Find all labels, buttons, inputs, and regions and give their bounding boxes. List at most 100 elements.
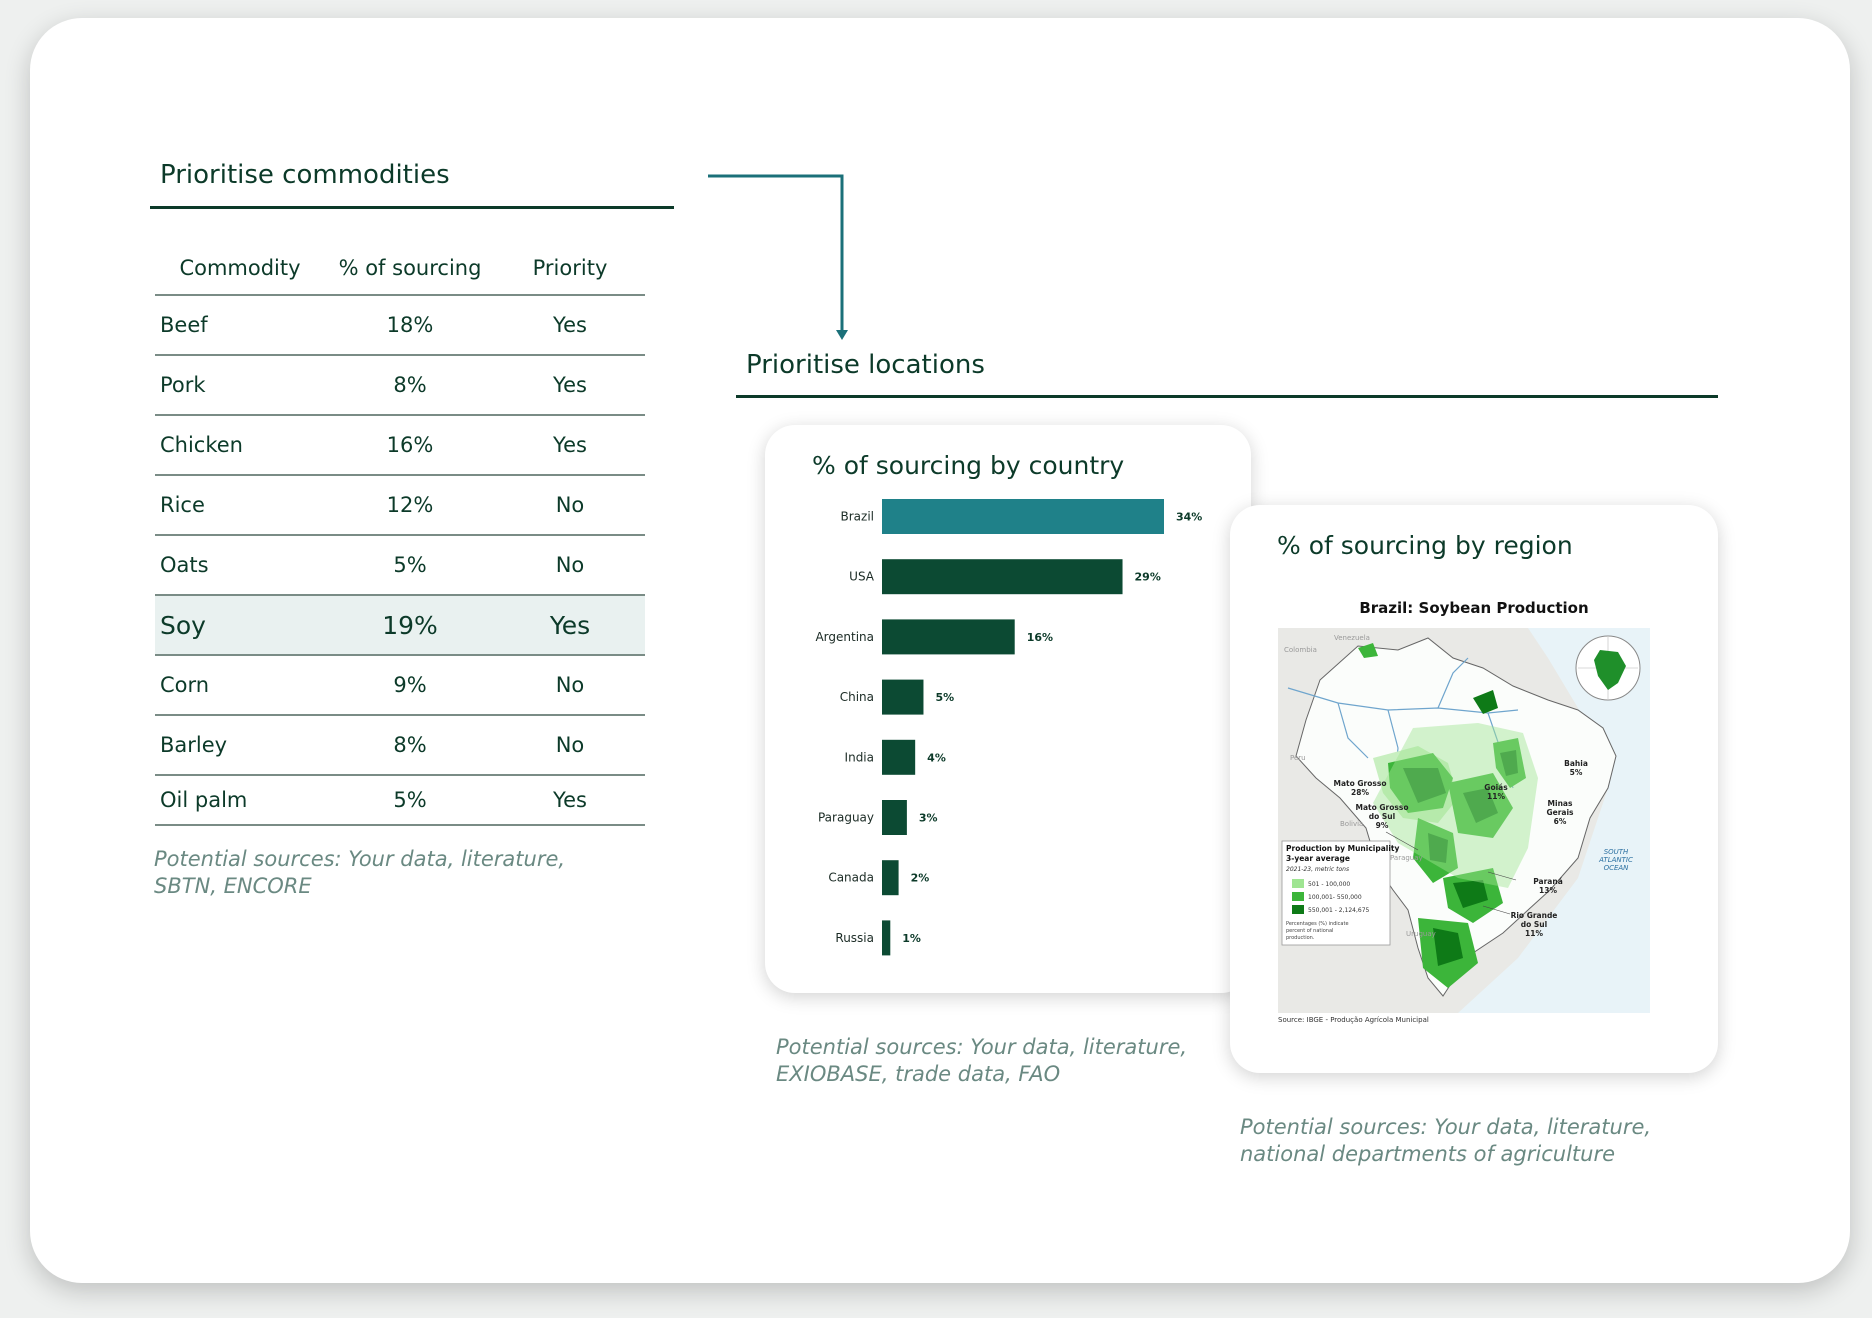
value-label-russia: 1%	[902, 932, 921, 945]
priority-cell: Yes	[495, 775, 645, 826]
commodity-cell: Oats	[155, 535, 325, 596]
svg-text:OCEAN: OCEAN	[1604, 864, 1630, 872]
category-label-argentina: Argentina	[815, 630, 874, 644]
table-row: Beef 18% Yes	[155, 295, 645, 356]
map-title: Brazil: Soybean Production	[1359, 599, 1589, 617]
label-venezuela: Venezuela	[1334, 634, 1370, 642]
value-label-brazil: 34%	[1176, 511, 1202, 524]
header-pct: % of sourcing	[325, 242, 495, 296]
svg-text:5%: 5%	[1570, 768, 1583, 777]
svg-text:ATLANTIC: ATLANTIC	[1598, 856, 1633, 864]
table-row: Oats 5% No	[155, 535, 645, 596]
table-row: Rice 12% No	[155, 475, 645, 536]
category-label-brazil: Brazil	[841, 510, 875, 524]
bar-india	[882, 739, 916, 775]
map-source: Source: IBGE - Produção Agrícola Municip…	[1278, 1016, 1429, 1024]
region-panel: % of sourcing by region Brazil: Soybean …	[1230, 505, 1718, 1073]
svg-text:100,001- 550,000: 100,001- 550,000	[1308, 894, 1362, 901]
pct-cell: 18%	[325, 295, 495, 356]
value-label-argentina: 16%	[1027, 631, 1053, 644]
bar-canada	[882, 860, 899, 896]
label-uruguay: Uruguay	[1406, 930, 1436, 938]
bar-usa	[882, 559, 1123, 595]
svg-text:3-year average: 3-year average	[1286, 854, 1350, 863]
commodities-sources: Potential sources: Your data, literature…	[154, 847, 566, 898]
commodities-title-rule	[150, 206, 674, 209]
svg-text:9%: 9%	[1376, 821, 1389, 830]
country-bar-chart: Brazil 34% USA 29% Argentina 16% China 5% India 4…	[815, 499, 1202, 956]
svg-text:11%: 11%	[1487, 792, 1505, 801]
pct-cell: 16%	[325, 415, 495, 476]
table-row: Chicken 16% Yes	[155, 415, 645, 476]
bar-argentina	[882, 619, 1015, 655]
commodities-table: Commodity % of sourcing Priority Beef 18%…	[155, 242, 645, 826]
svg-text:Gerais: Gerais	[1546, 808, 1574, 817]
label-paraguay: Paraguay	[1390, 854, 1423, 862]
svg-text:percent of national: percent of national	[1286, 928, 1333, 934]
value-label-usa: 29%	[1135, 571, 1161, 584]
pct-cell: 5%	[325, 535, 495, 596]
table-row: Soy 19% Yes	[155, 595, 645, 656]
svg-text:501 - 100,000: 501 - 100,000	[1308, 881, 1350, 888]
table-row: Corn 9% No	[155, 655, 645, 716]
pct-cell: 12%	[325, 475, 495, 536]
svg-text:Rio Grande: Rio Grande	[1511, 911, 1558, 920]
svg-text:production.: production.	[1286, 935, 1315, 941]
svg-text:550,001 - 2,124,675: 550,001 - 2,124,675	[1308, 907, 1370, 914]
value-label-china: 5%	[935, 691, 954, 704]
svg-text:Paraná: Paraná	[1533, 877, 1563, 886]
globe-inset	[1575, 635, 1641, 701]
svg-text:Goiás: Goiás	[1484, 783, 1508, 792]
category-label-china: China	[840, 690, 874, 704]
ocean-area	[1458, 628, 1650, 1013]
locations-title: Prioritise locations	[746, 350, 985, 380]
value-label-canada: 2%	[911, 872, 930, 885]
priority-cell: No	[495, 655, 645, 716]
region-sources: Potential sources: Your data, literature…	[1240, 1115, 1652, 1166]
pct-cell: 19%	[325, 595, 495, 656]
commodity-cell: Oil palm	[155, 775, 325, 826]
commodity-cell: Beef	[155, 295, 325, 356]
ocean-label: SOUTH ATLANTIC OCEAN	[1598, 848, 1633, 872]
svg-text:Mato Grosso: Mato Grosso	[1334, 779, 1387, 788]
table-row: Pork 8% Yes	[155, 355, 645, 416]
svg-text:Bahia: Bahia	[1564, 759, 1588, 768]
value-label-paraguay: 3%	[919, 812, 938, 825]
commodities-table-body: Beef 18% Yes Pork 8% Yes Chicken 16% Yes Rice 12% N…	[155, 295, 645, 826]
commodity-cell: Barley	[155, 715, 325, 776]
country-sources: Potential sources: Your data, literature…	[776, 1035, 1188, 1086]
commodities-title: Prioritise commodities	[160, 160, 450, 190]
category-label-canada: Canada	[828, 871, 874, 885]
soy-areas	[1358, 643, 1538, 988]
svg-text:6%: 6%	[1554, 817, 1567, 826]
label-bolivia: Bolivia	[1340, 820, 1363, 828]
rivers	[1287, 657, 1519, 789]
category-label-india: India	[845, 750, 874, 764]
pct-cell: 9%	[325, 655, 495, 716]
priority-cell: Yes	[495, 595, 645, 656]
priority-cell: Yes	[495, 415, 645, 476]
category-label-usa: USA	[849, 570, 875, 584]
region-labels: Bahia 5% Mato Grosso 28% Goiás 11% Mato …	[1334, 759, 1588, 938]
locations-title-rule	[736, 395, 1718, 398]
table-row: Barley 8% No	[155, 715, 645, 776]
country-panel-title: % of sourcing by country	[812, 451, 1125, 480]
table-header-row: Commodity % of sourcing Priority	[155, 242, 645, 296]
country-panel: % of sourcing by country Brazil 34% USA 29%…	[765, 425, 1251, 993]
svg-text:28%: 28%	[1351, 788, 1369, 797]
priority-cell: No	[495, 475, 645, 536]
svg-text:do Sul: do Sul	[1369, 812, 1395, 821]
svg-text:11%: 11%	[1525, 929, 1543, 938]
priority-cell: Yes	[495, 295, 645, 356]
category-label-russia: Russia	[835, 931, 874, 945]
svg-text:Mato Grosso: Mato Grosso	[1356, 803, 1409, 812]
pct-cell: 5%	[325, 775, 495, 826]
country-labels: Colombia Venezuela Peru Bolivia Paraguay…	[1284, 634, 1436, 938]
svg-text:SOUTH: SOUTH	[1604, 848, 1629, 856]
priority-cell: No	[495, 535, 645, 596]
svg-text:Percentages (%) indicate: Percentages (%) indicate	[1286, 921, 1349, 927]
svg-text:Minas: Minas	[1548, 799, 1573, 808]
header-priority: Priority	[495, 242, 645, 296]
region-panel-title: % of sourcing by region	[1277, 531, 1573, 560]
